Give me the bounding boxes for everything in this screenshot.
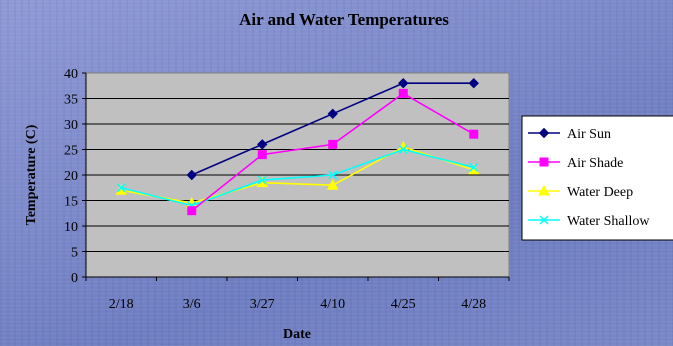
y-tick-label-5: 5	[71, 246, 78, 261]
y-tick-label-25: 25	[64, 144, 78, 159]
y-tick-label-20: 20	[64, 169, 78, 184]
y-tick-label-40: 40	[64, 67, 78, 82]
x-axis-label: Date	[283, 327, 311, 342]
legend-label-water-deep: Water Deep	[567, 185, 633, 200]
point-air-shade-4-28	[470, 130, 478, 138]
y-tick-label-35: 35	[64, 93, 78, 108]
x-tick-label-4-10: 4/10	[320, 297, 345, 312]
y-tick-label-10: 10	[64, 220, 78, 235]
legend-label-water-shallow: Water Shallow	[567, 214, 650, 229]
x-tick-label-4-28: 4/28	[461, 297, 486, 312]
x-tick-label-4-25: 4/25	[391, 297, 416, 312]
point-air-shade-4-25	[399, 89, 407, 97]
point-air-shade-3-27	[258, 151, 266, 159]
point-air-shade-3-6	[188, 207, 196, 215]
x-tick-label-3-6: 3/6	[183, 297, 201, 312]
x-tick-label-2-18: 2/18	[109, 297, 134, 312]
legend-label-air-shade: Air Shade	[567, 156, 623, 171]
x-axis-ticks: 2/18 3/6 3/27 4/10 4/25 4/28	[86, 277, 509, 312]
legend-label-air-sun: Air Sun	[567, 127, 611, 142]
point-air-shade-4-10	[329, 140, 337, 148]
y-tick-label-0: 0	[71, 271, 78, 286]
chart-title: Air and Water Temperatures	[239, 10, 449, 29]
x-tick-label-3-27: 3/27	[250, 297, 275, 312]
y-tick-label-30: 30	[64, 118, 78, 133]
y-tick-label-15: 15	[64, 195, 78, 210]
y-axis-label: Temperature (C)	[24, 124, 39, 225]
legend-marker-air-shade	[540, 158, 548, 166]
legend: Air Sun Air Shade Water Deep Water Shallow	[522, 116, 673, 240]
